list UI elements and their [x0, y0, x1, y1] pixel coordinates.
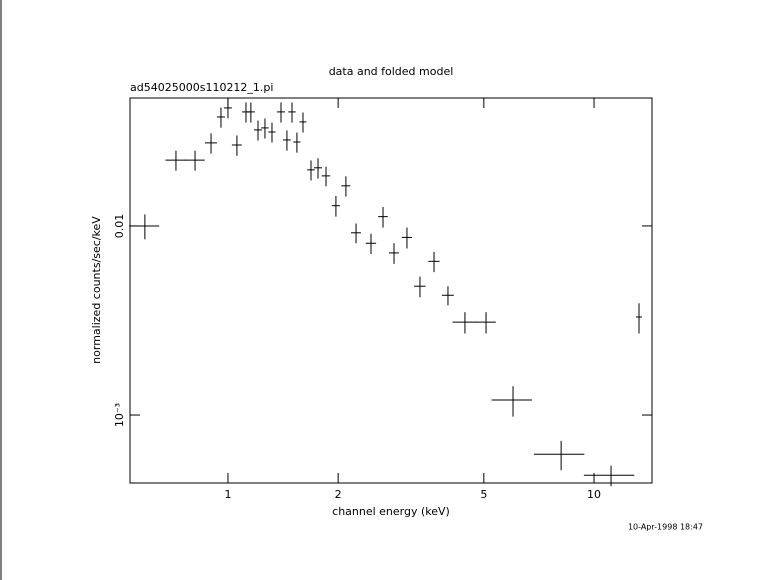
- y-axis-label: normalized counts/sec/keV: [90, 216, 103, 364]
- x-axis-label: channel energy (keV): [332, 505, 450, 518]
- chart-subtitle: ad54025000s110212_1.pi: [130, 81, 273, 94]
- x-tick-label: 2: [335, 488, 342, 501]
- date-annotation: 10-Apr-1998 18:47: [628, 523, 703, 532]
- x-tick-label: 5: [480, 488, 487, 501]
- x-tick-label: 10: [587, 488, 601, 501]
- y-tick-label: 10⁻³: [113, 403, 126, 427]
- plot-frame: [129, 97, 653, 484]
- x-tick-label: 1: [224, 488, 231, 501]
- chart-title: data and folded model: [329, 65, 454, 78]
- y-tick-label: 0.01: [113, 214, 126, 239]
